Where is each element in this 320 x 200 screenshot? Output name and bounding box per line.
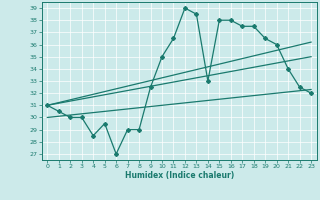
X-axis label: Humidex (Indice chaleur): Humidex (Indice chaleur) <box>124 171 234 180</box>
